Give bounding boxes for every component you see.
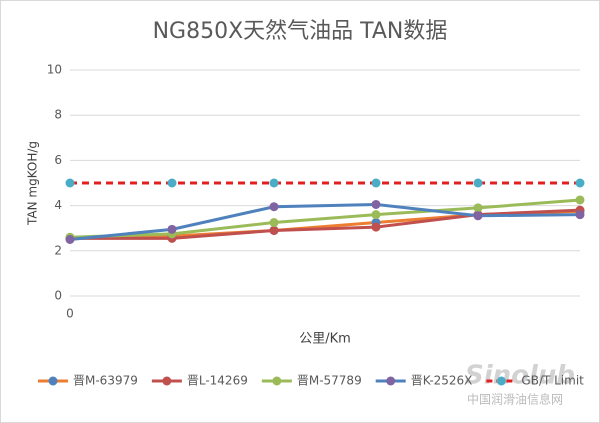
legend-label: 晋M-57789 <box>297 374 362 388</box>
legend-label: GB/T Limit <box>521 374 584 388</box>
series-marker <box>575 195 585 205</box>
series-marker <box>371 210 381 220</box>
x-axis-label: 公里/Km <box>299 332 351 347</box>
series-marker <box>473 203 483 213</box>
legend-label: 晋L-14269 <box>187 374 248 388</box>
legend-marker <box>162 376 172 386</box>
series-line <box>70 208 581 240</box>
series-marker <box>575 178 585 188</box>
series-marker <box>269 225 279 235</box>
chart-title: NG850X天然气油品 TAN数据 <box>153 19 448 44</box>
series-marker <box>371 178 381 188</box>
y-tick-label: 0 <box>54 289 62 303</box>
series-marker <box>269 218 279 228</box>
y-tick-label: 6 <box>54 153 62 167</box>
legend-marker <box>496 376 506 386</box>
series-marker <box>371 199 381 209</box>
series-marker <box>269 178 279 188</box>
series-marker <box>371 222 381 232</box>
series-marker <box>575 210 585 220</box>
series-marker <box>167 178 177 188</box>
series-marker <box>65 235 75 244</box>
series-marker <box>65 178 75 188</box>
y-axis-label: TAN mgKOH/g <box>26 141 40 226</box>
series-line <box>69 202 581 241</box>
watermark-text: 中国润滑油信息网 <box>467 392 563 407</box>
legend-label: 晋K-2526X <box>411 374 473 388</box>
y-tick-label: 4 <box>54 198 62 212</box>
x-tick-label: 0 <box>66 307 74 321</box>
series-line <box>69 198 581 239</box>
legend-marker <box>272 376 282 386</box>
series-marker <box>473 211 483 221</box>
y-tick-label: 10 <box>47 63 62 77</box>
watermark-logo: Sinolub <box>465 361 575 391</box>
legend-marker <box>386 376 396 386</box>
series-marker <box>473 178 483 188</box>
y-tick-label: 2 <box>54 243 62 257</box>
series-marker <box>167 224 177 234</box>
legend-label: 晋M-63979 <box>73 374 138 388</box>
y-tick-label: 8 <box>54 108 62 122</box>
legend-marker <box>48 376 58 386</box>
series-marker <box>269 202 279 212</box>
